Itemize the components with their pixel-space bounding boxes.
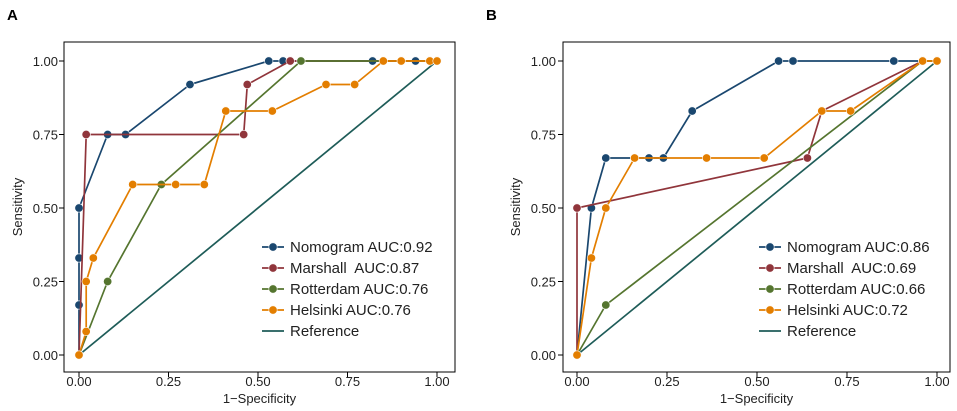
panel-a-marshall-point <box>239 130 249 140</box>
panel-a-helsinki-point <box>221 106 231 116</box>
panel-a-helsinki-point <box>378 56 388 66</box>
panel-b-y-tick-label: 0.50 <box>531 201 556 216</box>
panel-a-chart: A 0.00 0.25 0.50 0.75 1.00 0.00 0.25 0.50 0.75 1.… <box>7 7 456 406</box>
panel-b-marshall-point <box>802 153 812 163</box>
panel-b-nomogram-point <box>788 56 798 66</box>
panel-b-legend-marshall-marker <box>765 263 775 273</box>
panel-a-reference-line <box>78 60 438 356</box>
panel-a-helsinki-point <box>396 56 406 66</box>
panel-a-nomogram-point <box>74 203 84 213</box>
panel-b-y-axis-title: Sensitivity <box>508 177 523 236</box>
panel-a-legend-nomogram-label: Nomogram AUC:0.92 <box>290 239 433 256</box>
panel-a-marshall-point <box>81 130 91 140</box>
panel-b-nomogram-point <box>774 56 784 66</box>
panel-a-rotterdam-point <box>103 276 113 286</box>
panel-a-y-tick-label: 1.00 <box>33 54 58 69</box>
panel-b-helsinki-point <box>601 203 611 213</box>
panel-a-legend-rotterdam-marker <box>268 284 278 294</box>
panel-b-nomogram-point <box>889 56 899 66</box>
panel-a-legend-nomogram-marker <box>268 242 278 252</box>
panel-a-helsinki-point <box>88 253 98 263</box>
panel-b-x-tick-label: 0.00 <box>564 374 589 389</box>
panel-b-y-tick-label: 0.00 <box>531 348 556 363</box>
panel-a-x-tick-label: 0.25 <box>156 374 181 389</box>
panel-a-y-axis-title: Sensitivity <box>10 177 25 236</box>
panel-a-helsinki-point <box>321 80 331 90</box>
panel-b-nomogram-point <box>687 106 697 116</box>
panel-b-plot-frame <box>562 41 951 373</box>
panel-a-helsinki-point <box>199 179 209 189</box>
panel-b-helsinki-point <box>846 106 856 116</box>
panel-a-x-tick-label: 0.75 <box>335 374 360 389</box>
panel-b-rotterdam-point <box>601 300 611 310</box>
panel-b-marshall-point <box>572 203 582 213</box>
panel-b-legend-marshall-label: Marshall AUC:0.69 <box>787 260 916 277</box>
panel-a-x-tick-label: 0.00 <box>66 374 91 389</box>
panel-a-x-axis-title: 1−Specificity <box>223 391 297 406</box>
panel-a-rotterdam-point <box>296 56 306 66</box>
panel-a-y-tick-label: 0.50 <box>33 201 58 216</box>
panel-b-x-tick-label: 1.00 <box>924 374 949 389</box>
panel-a-nomogram-point <box>74 253 84 263</box>
panel-a-nomogram-point <box>74 300 84 310</box>
panel-a-helsinki-point <box>350 80 360 90</box>
panel-b-legend-nomogram-label: Nomogram AUC:0.86 <box>787 239 930 256</box>
panel-b-helsinki-point <box>586 253 596 263</box>
panel-b-letter: B <box>486 7 497 24</box>
panel-b-legend-rotterdam-marker <box>765 284 775 294</box>
panel-a-legend-marshall-label: Marshall AUC:0.87 <box>290 260 419 277</box>
panel-a-letter: A <box>7 7 18 24</box>
panel-b-helsinki-point <box>817 106 827 116</box>
panel-b-x-tick-label: 0.25 <box>654 374 679 389</box>
panel-a-x-tick-label: 1.00 <box>424 374 449 389</box>
panel-a-helsinki-point <box>432 56 442 66</box>
panel-a-plot-frame <box>63 41 456 373</box>
panel-b-helsinki-point <box>572 350 582 360</box>
panel-b-helsinki-point <box>932 56 942 66</box>
panel-a-helsinki-point <box>81 326 91 336</box>
panel-b-helsinki-line <box>576 60 937 356</box>
panel-a-marshall-point <box>242 80 252 90</box>
panel-a-helsinki-point <box>267 106 277 116</box>
panel-a-y-tick-label: 0.75 <box>33 128 58 143</box>
panel-a-legend-helsinki-marker <box>268 305 278 315</box>
panel-a-helsinki-point <box>74 350 84 360</box>
panel-a-y-tick-label: 0.00 <box>33 348 58 363</box>
panel-a-helsinki-point <box>128 179 138 189</box>
panel-a-marshall-point <box>285 56 295 66</box>
panel-b-y-tick-label: 1.00 <box>531 54 556 69</box>
panel-b-legend-reference-label: Reference <box>787 323 856 340</box>
panel-a-legend-helsinki-label: Helsinki AUC:0.76 <box>290 302 411 319</box>
panel-a-x-tick-label: 0.50 <box>245 374 270 389</box>
panel-a-legend-marshall-marker <box>268 263 278 273</box>
panel-a-helsinki-point <box>81 276 91 286</box>
panel-a-nomogram-point <box>185 80 195 90</box>
panel-b-helsinki-point <box>702 153 712 163</box>
panel-b-x-axis-title: 1−Specificity <box>720 391 794 406</box>
panel-b-helsinki-point <box>759 153 769 163</box>
panel-b-legend-rotterdam-label: Rotterdam AUC:0.66 <box>787 281 925 298</box>
panel-b-legend-helsinki-label: Helsinki AUC:0.72 <box>787 302 908 319</box>
panel-a-y-tick-label: 0.25 <box>33 275 58 290</box>
panel-a-helsinki-point <box>171 179 181 189</box>
panel-b-chart: B 0.00 0.25 0.50 0.75 1.00 0.00 0.25 0.50 0.75 1.… <box>486 7 951 406</box>
panel-b-nomogram-point <box>601 153 611 163</box>
panel-a-legend-reference-label: Reference <box>290 323 359 340</box>
panel-b-x-tick-label: 0.50 <box>744 374 769 389</box>
panel-b-legend-nomogram-marker <box>765 242 775 252</box>
panel-b-helsinki-point <box>918 56 928 66</box>
panel-a-legend-rotterdam-label: Rotterdam AUC:0.76 <box>290 281 428 298</box>
panel-b-x-tick-label: 0.75 <box>834 374 859 389</box>
panel-b-y-tick-label: 0.75 <box>531 128 556 143</box>
panel-b-helsinki-point <box>630 153 640 163</box>
panel-a-nomogram-point <box>264 56 274 66</box>
panel-b-legend-helsinki-marker <box>765 305 775 315</box>
panel-b-y-tick-label: 0.25 <box>531 275 556 290</box>
panel-b-reference-line <box>576 60 938 356</box>
